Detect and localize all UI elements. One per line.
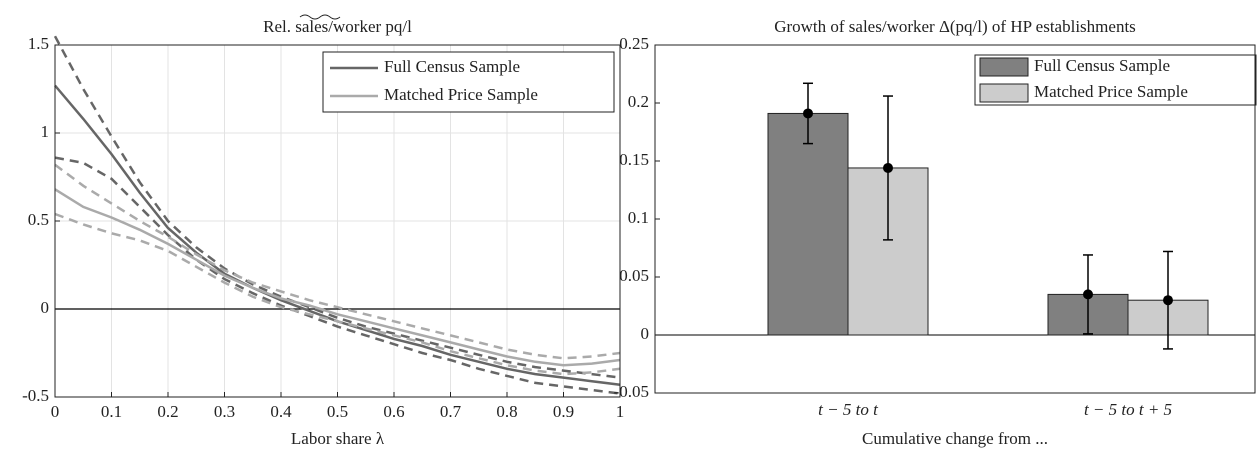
y-tick-label: 0 (41, 298, 50, 317)
y-tick-label: 0.15 (619, 150, 649, 169)
band-line (54, 163, 621, 360)
band-line (54, 156, 621, 395)
legend-label: Matched Price Sample (384, 85, 538, 104)
legend-swatch (979, 57, 1029, 77)
x-tick-label: t − 5 to t + 5 (1084, 400, 1172, 419)
y-tick-label: 0.1 (628, 208, 649, 227)
x-tick-label: 0.8 (496, 402, 517, 421)
plot-frame (54, 44, 621, 398)
legend-label: Full Census Sample (1034, 56, 1170, 75)
x-axis-label: Labor share λ (291, 429, 385, 448)
x-tick-label: 0.5 (327, 402, 348, 421)
y-tick-label: -0.5 (22, 386, 49, 405)
legend-label: Full Census Sample (384, 57, 520, 76)
x-tick-label: 0.7 (440, 402, 462, 421)
x-tick-label: 0.1 (101, 402, 122, 421)
y-tick-label: 0.25 (619, 34, 649, 53)
x-tick-label: 0.4 (270, 402, 292, 421)
x-tick-label: 0 (51, 402, 60, 421)
line (54, 188, 621, 367)
legend-swatch (979, 83, 1029, 103)
y-tick-label: 0.5 (28, 210, 49, 229)
y-tick-label: 0.05 (619, 266, 649, 285)
x-tick-label: 0.9 (553, 402, 574, 421)
legend-label: Matched Price Sample (1034, 82, 1188, 101)
band-line (53, 35, 621, 379)
y-tick-label: 1 (41, 122, 50, 141)
x-axis-label: Cumulative change from ... (862, 429, 1048, 448)
x-tick-label: 1 (616, 402, 625, 421)
x-tick-label: t − 5 to t (818, 400, 879, 419)
chart-title: Growth of sales/worker Δ(pq/l) of HP est… (774, 17, 1136, 36)
x-tick-label: 0.2 (157, 402, 178, 421)
bar (767, 112, 849, 336)
y-tick-label: 1.5 (28, 34, 49, 53)
point (883, 162, 893, 173)
point (1163, 295, 1173, 306)
point (803, 108, 813, 119)
band-line (54, 212, 621, 376)
legend-box (322, 51, 615, 113)
y-tick-label: 0 (641, 324, 650, 343)
point (1083, 289, 1093, 300)
x-tick-label: 0.3 (214, 402, 235, 421)
plot-frame (654, 44, 1256, 394)
y-tick-label: 0.2 (628, 92, 649, 111)
chart-title: Rel. sales/worker pq/l (263, 17, 412, 36)
x-tick-label: 0.6 (383, 402, 404, 421)
title-tilde (299, 14, 341, 20)
y-tick-label: -0.05 (614, 382, 649, 401)
